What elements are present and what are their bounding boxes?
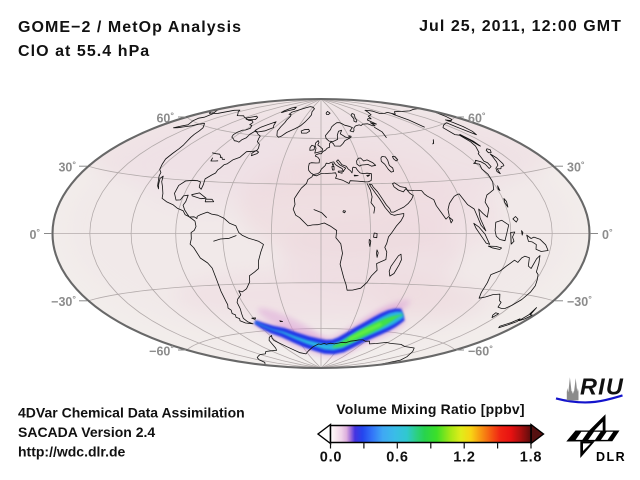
svg-text:http://wdc.dlr.de: http://wdc.dlr.de [18, 444, 126, 460]
svg-text:−30°: −30° [567, 294, 592, 309]
svg-text:0°: 0° [602, 227, 613, 242]
svg-text:0.0: 0.0 [320, 450, 343, 466]
svg-text:1.2: 1.2 [453, 450, 476, 466]
svg-text:RIU: RIU [580, 374, 624, 400]
svg-text:−60°: −60° [468, 343, 493, 358]
svg-text:ClO at 55.4 hPa: ClO at 55.4 hPa [18, 43, 150, 60]
svg-text:0°: 0° [29, 227, 40, 242]
svg-text:0.6: 0.6 [386, 450, 409, 466]
svg-text:−60°: −60° [149, 343, 174, 358]
svg-text:30°: 30° [567, 160, 585, 175]
svg-text:DLR: DLR [596, 450, 626, 464]
svg-text:1.8: 1.8 [520, 450, 543, 466]
svg-text:60°: 60° [468, 110, 486, 125]
svg-text:−30°: −30° [51, 294, 76, 309]
svg-text:30°: 30° [58, 160, 76, 175]
svg-text:Volume Mixing Ratio [ppbv]: Volume Mixing Ratio [ppbv] [336, 401, 525, 417]
svg-text:Jul 25, 2011, 12:00 GMT: Jul 25, 2011, 12:00 GMT [419, 18, 622, 35]
svg-text:SACADA Version 2.4: SACADA Version 2.4 [18, 424, 155, 440]
svg-text:4DVar Chemical Data Assimilati: 4DVar Chemical Data Assimilation [18, 405, 245, 421]
svg-text:60°: 60° [156, 110, 174, 125]
svg-text:GOME−2 / MetOp Analysis: GOME−2 / MetOp Analysis [18, 19, 242, 36]
